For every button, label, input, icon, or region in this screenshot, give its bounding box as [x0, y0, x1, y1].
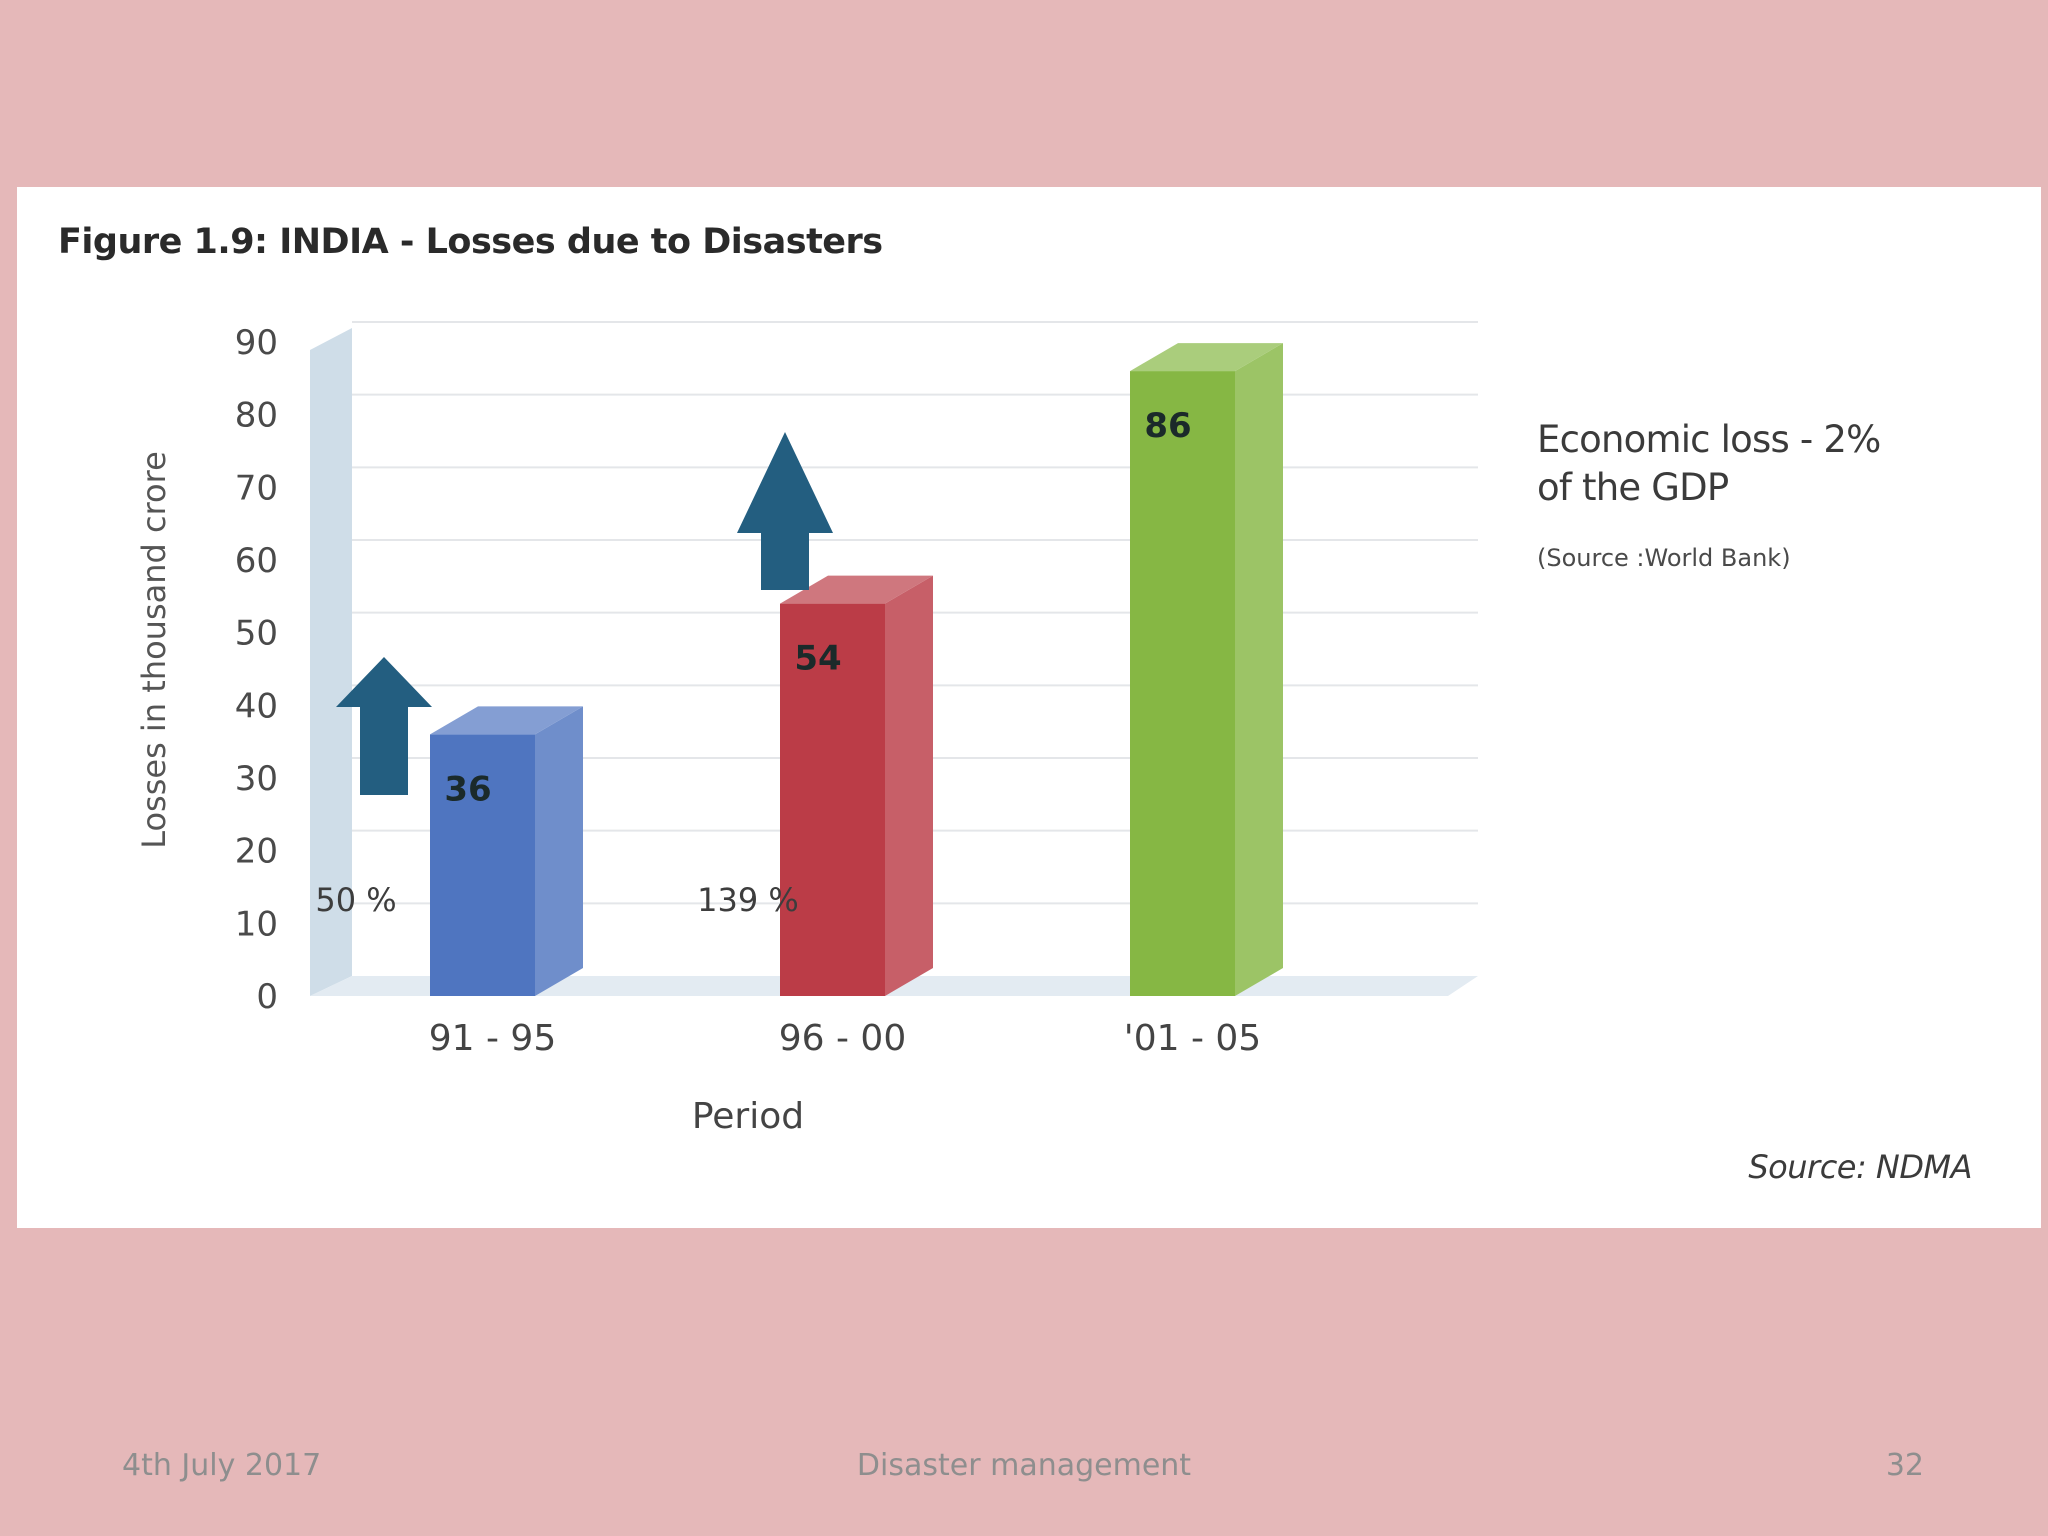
- bar-top: [430, 706, 583, 735]
- bar-side: [1235, 343, 1283, 997]
- economic-loss-note: Economic loss - 2%: [1537, 418, 1881, 461]
- x-axis-label: Period: [692, 1096, 804, 1137]
- x-tick-label: 96 - 00: [779, 1018, 907, 1059]
- bar-front: [1130, 371, 1235, 997]
- bars: [430, 343, 1283, 997]
- y-tick-label: 50: [235, 614, 278, 654]
- y-tick-label: 10: [235, 904, 278, 944]
- bar-front: [430, 734, 535, 996]
- figure-title: Figure 1.9: INDIA - Losses due to Disast…: [58, 222, 883, 262]
- y-tick-label: 30: [235, 759, 278, 799]
- bar-top: [780, 575, 933, 604]
- y-axis-ticks: 0 10 20 30 40 50 60 70 80 90: [235, 323, 278, 1017]
- data-label: 54: [794, 639, 841, 679]
- growth-percent-label: 50 %: [315, 881, 396, 919]
- bar-0105: [1130, 343, 1283, 997]
- y-tick-label: 60: [235, 541, 278, 581]
- growth-arrows: [336, 432, 833, 795]
- bar-top: [1130, 343, 1283, 372]
- chart-wall: [310, 328, 352, 996]
- x-tick-label: 91 - 95: [429, 1018, 557, 1059]
- x-axis-ticks: 91 - 95 96 - 00 '01 - 05: [429, 1018, 1261, 1059]
- bar-side: [885, 575, 933, 996]
- growth-percent-label: 139 %: [697, 881, 799, 919]
- page-number: 32: [1885, 1448, 1924, 1483]
- data-labels: 36 54 86 50 % 139 %: [315, 406, 1191, 919]
- data-label: 86: [1144, 406, 1191, 446]
- up-arrow-icon: [737, 432, 833, 590]
- y-tick-label: 70: [235, 468, 278, 508]
- x-tick-label: '01 - 05: [1124, 1018, 1261, 1059]
- bar-side: [535, 706, 583, 996]
- data-label: 36: [444, 769, 491, 809]
- bar-9195: [430, 706, 583, 996]
- footer-date: 4th July 2017: [122, 1448, 322, 1483]
- y-tick-label: 20: [235, 832, 278, 872]
- figure-panel: [17, 187, 2041, 1228]
- footer-title: Disaster management: [856, 1448, 1192, 1483]
- y-tick-label: 0: [256, 977, 278, 1017]
- up-arrow-icon: [336, 657, 432, 795]
- y-tick-label: 80: [235, 396, 278, 436]
- y-axis-label: Losses in thousand crore: [135, 451, 173, 849]
- bar-9600: [780, 575, 933, 996]
- world-bank-source: (Source :World Bank): [1537, 544, 1791, 572]
- y-tick-label: 90: [235, 323, 278, 363]
- bar-front: [780, 603, 885, 996]
- chart-source: Source: NDMA: [1748, 1148, 1972, 1186]
- economic-loss-note-2: of the GDP: [1537, 466, 1729, 509]
- y-tick-label: 40: [235, 686, 278, 726]
